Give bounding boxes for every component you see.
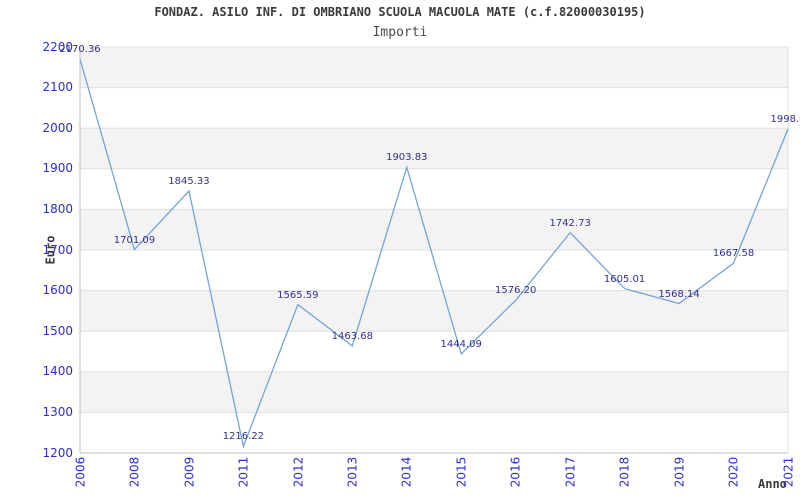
y-tick-label: 2100 (42, 80, 73, 95)
point-label: 1701.09 (113, 234, 156, 246)
y-tick-label: 1300 (42, 404, 73, 419)
point-label: 1576.20 (495, 285, 537, 297)
plot-band (80, 290, 788, 332)
y-tick-label: 2000 (42, 120, 73, 135)
x-tick-label: 2017 (563, 456, 578, 487)
x-tick-label: 2015 (454, 456, 469, 487)
plot-band (80, 128, 788, 169)
point-label: 1605.01 (603, 273, 646, 285)
point-label: 1444.09 (440, 338, 482, 350)
x-tick-label: 2011 (236, 456, 251, 487)
point-label: 1216.22 (222, 431, 265, 443)
x-tick-label: 2018 (617, 456, 632, 487)
y-tick-label: 2200 (42, 39, 73, 54)
point-label: 1742.73 (549, 217, 591, 229)
x-tick-label: 2016 (508, 456, 523, 487)
plot-band (80, 47, 788, 88)
series-line (79, 58, 789, 449)
y-tick-label: 1500 (42, 323, 73, 338)
point-label: 1903.83 (386, 152, 428, 164)
point-label: 1845.33 (168, 175, 210, 187)
y-tick-label: 1800 (42, 201, 73, 216)
x-tick-label: 2009 (181, 456, 196, 487)
x-axis-title: Anno (758, 477, 787, 491)
x-tick-label: 2008 (127, 456, 142, 487)
point-label: 1568.14 (658, 288, 700, 300)
y-tick-label: 1700 (42, 242, 73, 257)
point-label: 1565.59 (277, 289, 319, 301)
y-tick-label: 1900 (42, 161, 73, 176)
plot-band (80, 209, 788, 250)
chart-subtitle: Importi (372, 25, 428, 40)
x-tick-label: 2013 (345, 456, 360, 487)
x-tick-label: 2012 (290, 456, 305, 487)
plot-band (80, 371, 788, 413)
point-label: 1463.68 (331, 330, 373, 342)
y-tick-label: 1400 (42, 364, 73, 379)
point-label: 1998.0 (770, 114, 800, 125)
point-label: 1667.58 (712, 248, 755, 260)
y-tick-label: 1600 (42, 283, 73, 298)
x-tick-label: 2020 (726, 456, 741, 487)
chart-title: FONDAZ. ASILO INF. DI OMBRIANO SCUOLA MA… (154, 5, 646, 19)
y-tick-label: 1200 (42, 445, 73, 460)
x-tick-label: 2019 (672, 456, 687, 487)
x-tick-label: 2006 (72, 456, 87, 487)
x-tick-label: 2021 (780, 456, 795, 487)
point-label: 2170.36 (59, 44, 101, 56)
x-tick-label: 2014 (399, 456, 414, 487)
